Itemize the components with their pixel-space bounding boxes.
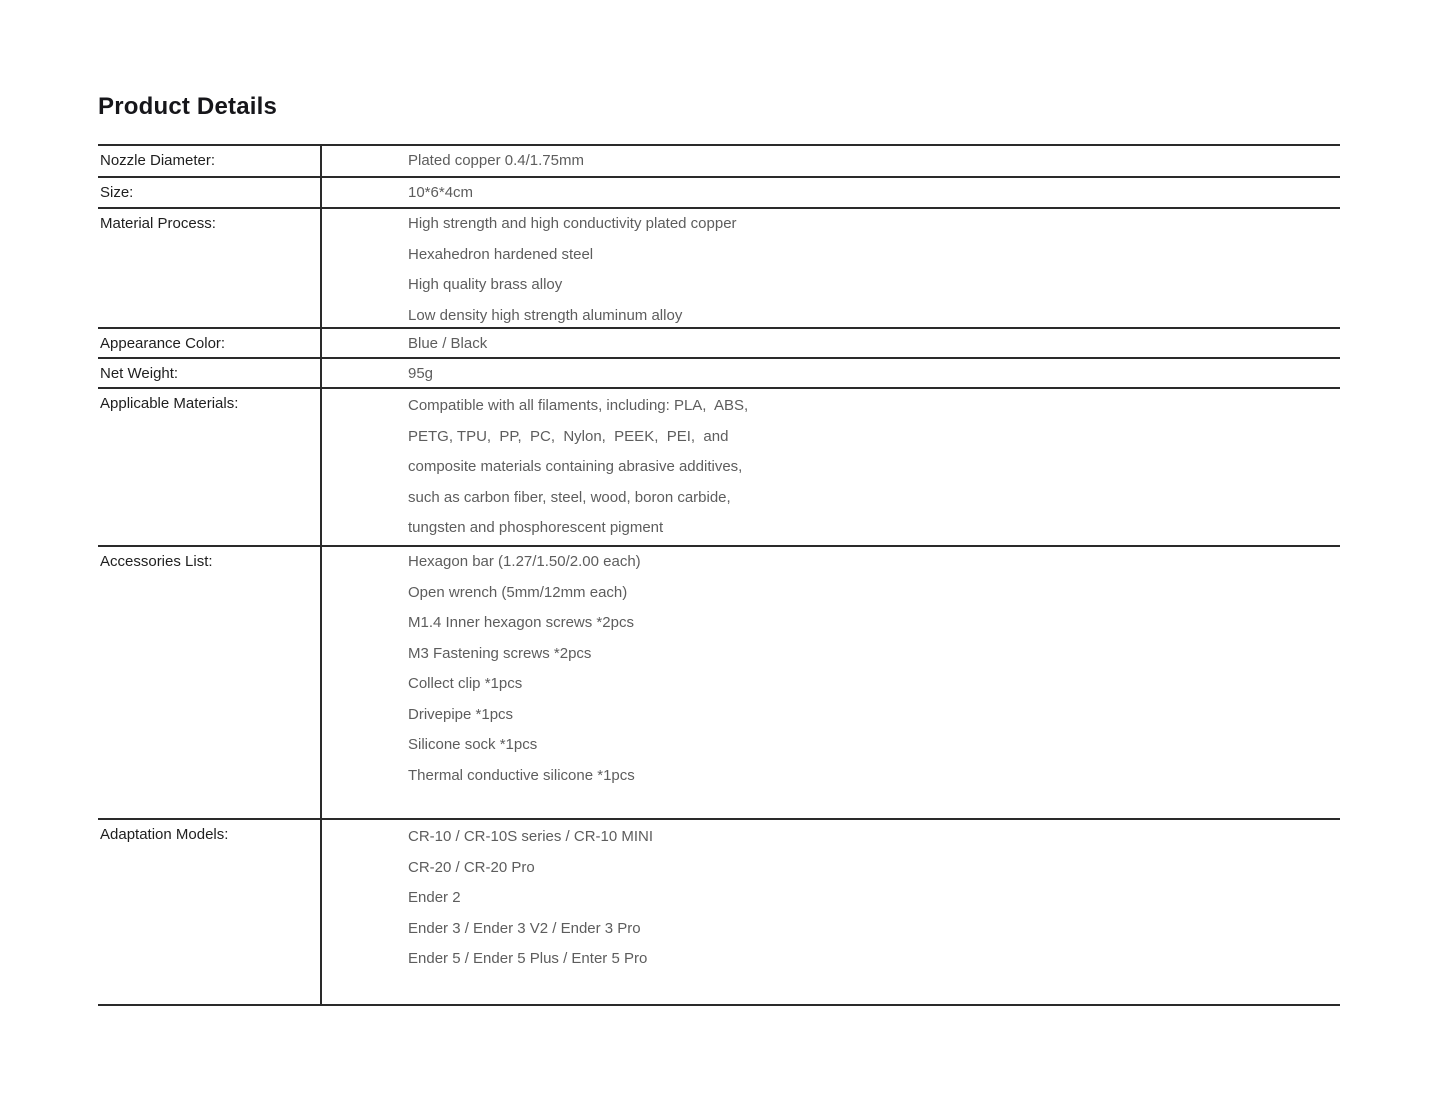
spec-value-line: CR-20 / CR-20 Pro xyxy=(408,858,535,876)
spec-values: Plated copper 0.4/1.75mm xyxy=(322,146,1340,176)
spec-label: Size: xyxy=(98,178,322,207)
spec-label: Nozzle Diameter: xyxy=(98,146,322,176)
spec-value-line: 95g xyxy=(408,365,434,382)
spec-label: Adaptation Models: xyxy=(98,820,322,1004)
spec-value-line: Collect clip *1pcs xyxy=(408,675,523,692)
spec-values: 95g xyxy=(322,359,1340,387)
spec-value-line: Blue / Black xyxy=(408,335,488,352)
spec-value-line: tungsten and phosphorescent pigment xyxy=(408,519,664,536)
spec-value-line: Silicone sock *1pcs xyxy=(408,736,538,753)
spec-value-line: M3 Fastening screws *2pcs xyxy=(408,644,592,662)
spec-row-adaptation-models: Adaptation Models: CR-10 / CR-10S series… xyxy=(98,820,1340,1006)
spec-value-line: High quality brass alloy xyxy=(408,276,563,293)
spec-value-line: PETG, TPU, PP, PC, Nylon, PEEK, PEI, and xyxy=(408,427,729,445)
spec-value-line: Plated copper 0.4/1.75mm xyxy=(408,152,584,169)
spec-row-accessories-list: Accessories List: Hexagon bar (1.27/1.50… xyxy=(98,547,1340,820)
spec-row-nozzle-diameter: Nozzle Diameter: Plated copper 0.4/1.75m… xyxy=(98,146,1340,178)
spec-value-line: 10*6*4cm xyxy=(408,184,474,201)
spec-value-line: Compatible with all filaments, including… xyxy=(408,397,749,414)
spec-value-line: Open wrench (5mm/12mm each) xyxy=(408,583,628,601)
spec-value-line: Hexahedron hardened steel xyxy=(408,245,594,263)
spec-label: Net Weight: xyxy=(98,359,322,387)
spec-value-line: CR-10 / CR-10S series / CR-10 MINI xyxy=(408,828,654,845)
spec-label: Appearance Color: xyxy=(98,329,322,357)
spec-values: High strength and high conductivity plat… xyxy=(322,209,1340,327)
spec-values: Blue / Black xyxy=(322,329,1340,357)
spec-label: Applicable Materials: xyxy=(98,389,322,545)
spec-label: Accessories List: xyxy=(98,547,322,818)
spec-row-size: Size: 10*6*4cm xyxy=(98,178,1340,209)
spec-values: Compatible with all filaments, including… xyxy=(322,389,1340,545)
spec-value-line: Ender 5 / Ender 5 Plus / Enter 5 Pro xyxy=(408,950,648,967)
spec-row-net-weight: Net Weight: 95g xyxy=(98,359,1340,389)
spec-value-line: Ender 2 xyxy=(408,889,461,906)
spec-label: Material Process: xyxy=(98,209,322,327)
spec-value-line: Drivepipe *1pcs xyxy=(408,705,514,723)
spec-value-line: Thermal conductive silicone *1pcs xyxy=(408,766,635,784)
page-title: Product Details xyxy=(98,93,278,120)
spec-row-material-process: Material Process: High strength and high… xyxy=(98,209,1340,329)
spec-values: CR-10 / CR-10S series / CR-10 MINI CR-20… xyxy=(322,820,1340,1004)
spec-value-line: such as carbon fiber, steel, wood, boron… xyxy=(408,488,731,506)
spec-value-line: M1.4 Inner hexagon screws *2pcs xyxy=(408,614,634,631)
spec-values: 10*6*4cm xyxy=(322,178,1340,207)
spec-row-applicable-materials: Applicable Materials: Compatible with al… xyxy=(98,389,1340,547)
spec-row-appearance-color: Appearance Color: Blue / Black xyxy=(98,329,1340,359)
spec-value-line: Hexagon bar (1.27/1.50/2.00 each) xyxy=(408,553,641,570)
spec-value-line: Low density high strength aluminum alloy xyxy=(408,306,683,324)
spec-values: Hexagon bar (1.27/1.50/2.00 each) Open w… xyxy=(322,547,1340,818)
spec-value-line: Ender 3 / Ender 3 V2 / Ender 3 Pro xyxy=(408,919,641,937)
spec-value-line: High strength and high conductivity plat… xyxy=(408,215,737,232)
spec-table: Nozzle Diameter: Plated copper 0.4/1.75m… xyxy=(98,144,1340,1006)
spec-value-line: composite materials containing abrasive … xyxy=(408,458,743,475)
